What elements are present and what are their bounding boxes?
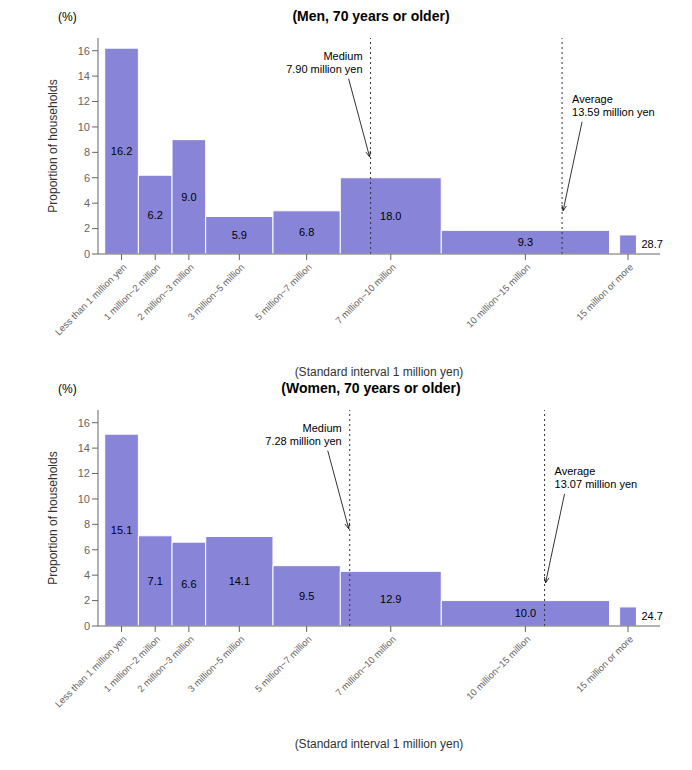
svg-text:2: 2 <box>84 594 90 606</box>
svg-text:15 million or more: 15 million or more <box>574 261 635 322</box>
html-text:(Men, 70 years or older): (Men, 70 years or older) <box>292 8 450 24</box>
svg-text:Medium7.28 million yen: Medium7.28 million yen <box>265 422 341 447</box>
svg-text:14: 14 <box>78 442 90 454</box>
svg-text:28.7: 28.7 <box>641 238 662 250</box>
svg-text:16.2: 16.2 <box>111 145 132 157</box>
svg-text:6: 6 <box>84 172 90 184</box>
svg-text:3 million~5 million: 3 million~5 million <box>185 261 246 322</box>
svg-text:16: 16 <box>78 417 90 429</box>
svg-text:16: 16 <box>78 45 90 57</box>
svg-text:15 million or more: 15 million or more <box>574 633 635 694</box>
svg-text:14.1: 14.1 <box>229 575 250 587</box>
svg-text:14: 14 <box>78 70 90 82</box>
svg-text:2 million~3 million: 2 million~3 million <box>134 261 196 323</box>
svg-text:15.1: 15.1 <box>111 524 132 536</box>
svg-text:8: 8 <box>84 146 90 158</box>
svg-text:(Standard interval 1 million y: (Standard interval 1 million yen) <box>295 365 464 379</box>
svg-text:Average13.59 million yen: Average13.59 million yen <box>572 93 655 118</box>
svg-text:9.0: 9.0 <box>181 191 196 203</box>
svg-text:6: 6 <box>84 544 90 556</box>
svg-text:Medium7.90 million yen: Medium7.90 million yen <box>286 50 362 75</box>
svg-text:1 million~2 million: 1 million~2 million <box>101 261 162 322</box>
svg-text:10 million~15 million: 10 million~15 million <box>464 261 532 329</box>
svg-text:4: 4 <box>84 197 90 209</box>
html-text:(Women, 70 years or older): (Women, 70 years or older) <box>281 380 461 396</box>
svg-text:Proportion of households: Proportion of households <box>46 79 60 212</box>
svg-text:18.0: 18.0 <box>380 210 401 222</box>
svg-text:7.1: 7.1 <box>148 575 163 587</box>
svg-text:8: 8 <box>84 518 90 530</box>
svg-text:7 million~10 million: 7 million~10 million <box>333 633 398 698</box>
svg-text:Less than 1 million yen: Less than 1 million yen <box>52 633 129 710</box>
svg-text:10: 10 <box>78 121 90 133</box>
svg-text:12.9: 12.9 <box>380 593 401 605</box>
svg-text:6.6: 6.6 <box>181 578 196 590</box>
svg-text:6.2: 6.2 <box>148 209 163 221</box>
svg-text:(Standard interval 1 million y: (Standard interval 1 million yen) <box>295 737 464 751</box>
svg-text:24.7: 24.7 <box>641 610 662 622</box>
svg-text:Less than 1 million yen: Less than 1 million yen <box>52 261 129 338</box>
svg-text:5.9: 5.9 <box>232 229 247 241</box>
svg-text:12: 12 <box>78 467 90 479</box>
svg-text:2: 2 <box>84 222 90 234</box>
svg-text:2 million~3 million: 2 million~3 million <box>134 633 196 695</box>
svg-text:5 million~7 million: 5 million~7 million <box>253 261 314 322</box>
svg-text:9.5: 9.5 <box>299 590 314 602</box>
svg-text:9.3: 9.3 <box>518 236 533 248</box>
svg-text:Proportion of households: Proportion of households <box>46 451 60 584</box>
svg-text:10.0: 10.0 <box>515 607 536 619</box>
svg-text:5 million~7 million: 5 million~7 million <box>253 633 314 694</box>
svg-text:7 million~10 million: 7 million~10 million <box>333 261 398 326</box>
svg-text:3 million~5 million: 3 million~5 million <box>185 633 246 694</box>
svg-text:0: 0 <box>84 620 90 632</box>
svg-text:0: 0 <box>84 248 90 260</box>
svg-text:1 million~2 million: 1 million~2 million <box>101 633 162 694</box>
svg-text:6.8: 6.8 <box>299 226 314 238</box>
svg-text:10 million~15 million: 10 million~15 million <box>464 633 532 701</box>
svg-text:4: 4 <box>84 569 90 581</box>
svg-text:Average13.07 million yen: Average13.07 million yen <box>555 465 638 490</box>
svg-text:10: 10 <box>78 493 90 505</box>
svg-text:12: 12 <box>78 95 90 107</box>
